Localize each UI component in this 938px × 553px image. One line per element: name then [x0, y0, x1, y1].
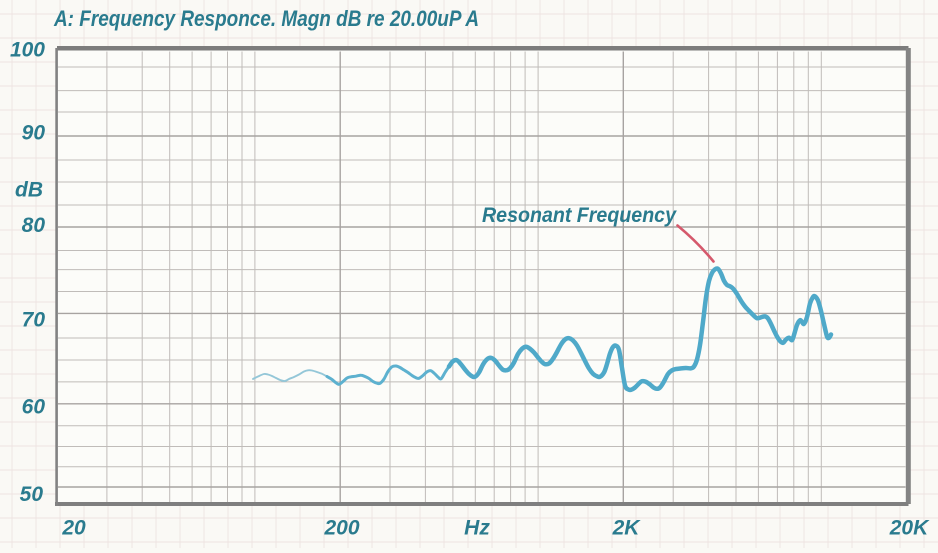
svg-text:200: 200: [323, 517, 359, 540]
svg-text:70: 70: [22, 308, 46, 331]
svg-text:Resonant Frequency: Resonant Frequency: [482, 204, 677, 227]
svg-text:90: 90: [22, 122, 46, 145]
svg-text:2K: 2K: [612, 517, 642, 540]
svg-text:60: 60: [22, 395, 46, 418]
svg-text:A: Frequency Responce. Magn dB: A: Frequency Responce. Magn dB re 20.00u…: [53, 6, 479, 31]
svg-text:80: 80: [22, 214, 46, 237]
svg-text:Hz: Hz: [464, 517, 490, 540]
svg-text:dB: dB: [15, 178, 43, 201]
svg-text:50: 50: [20, 483, 44, 506]
svg-text:20K: 20K: [889, 517, 930, 540]
svg-text:20: 20: [61, 517, 86, 540]
svg-text:100: 100: [10, 39, 45, 62]
